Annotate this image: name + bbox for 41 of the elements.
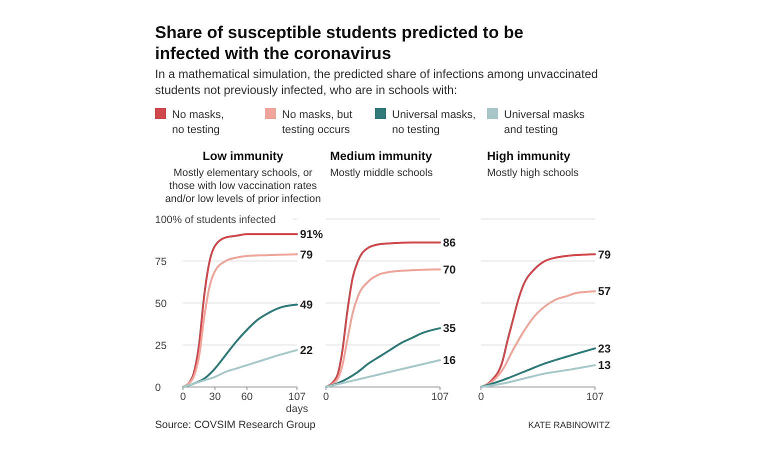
x-tick-label: 107 bbox=[586, 391, 604, 403]
x-tick-label: 30 bbox=[209, 391, 221, 403]
data-label: 86 bbox=[443, 238, 456, 250]
text: Share of susceptible students predicted to be infected with the coronavirus bbox=[155, 23, 524, 63]
data-label: 23 bbox=[598, 343, 611, 356]
x-tick-label: 0 bbox=[478, 391, 484, 403]
y-tick-label: 50 bbox=[155, 298, 167, 310]
text: KATE RABINOWITZ bbox=[528, 420, 610, 430]
data-label: 22 bbox=[300, 345, 313, 358]
x-tick-label: 0 bbox=[323, 391, 330, 403]
y-tick-label: 0 bbox=[155, 382, 161, 394]
data-label: 79 bbox=[598, 249, 611, 262]
line-series bbox=[182, 349, 298, 388]
text: In a mathematical simulation, the predicted share of infections among unvaccinated students not previously infected, who are in schools with: bbox=[155, 67, 598, 97]
data-label: 79 bbox=[300, 249, 313, 262]
text: Mostly elementary schools, or those with low vaccination rates and/or low levels of prior infection bbox=[165, 167, 322, 205]
text: High immunity bbox=[487, 149, 571, 163]
source-note: Source: COVSIM Research Group bbox=[155, 419, 316, 431]
x-tick-label: 107 bbox=[431, 391, 449, 403]
data-label: 13 bbox=[598, 360, 611, 372]
legend-label: No masks, but testing occurs bbox=[282, 109, 352, 136]
data-label: 35 bbox=[443, 323, 456, 336]
legend-label: No masks, no testing bbox=[172, 109, 224, 136]
data-label: 49 bbox=[300, 300, 313, 312]
data-label: 91% bbox=[300, 229, 324, 242]
y-tick-label: 25 bbox=[155, 340, 167, 352]
y-tick-label: 75 bbox=[155, 256, 167, 268]
x-tick-label: 0 bbox=[180, 391, 186, 403]
text: Medium immunity bbox=[330, 149, 432, 163]
x-tick-label: 60 bbox=[241, 391, 253, 403]
legend-label: Universal masks and testing bbox=[504, 109, 586, 136]
text: Low immunity bbox=[202, 149, 284, 163]
x-tick-label: 107 bbox=[288, 391, 306, 403]
data-label: 16 bbox=[443, 355, 456, 368]
y-tick-label: 100% of students infected bbox=[155, 214, 276, 226]
data-label: 70 bbox=[443, 264, 456, 276]
text: Mostly high schools bbox=[487, 167, 579, 179]
text: Mostly middle schools bbox=[330, 167, 433, 179]
x-axis-title: days bbox=[286, 403, 308, 415]
legend-label: Universal masks, no testing bbox=[392, 109, 476, 136]
data-label: 57 bbox=[598, 286, 611, 298]
